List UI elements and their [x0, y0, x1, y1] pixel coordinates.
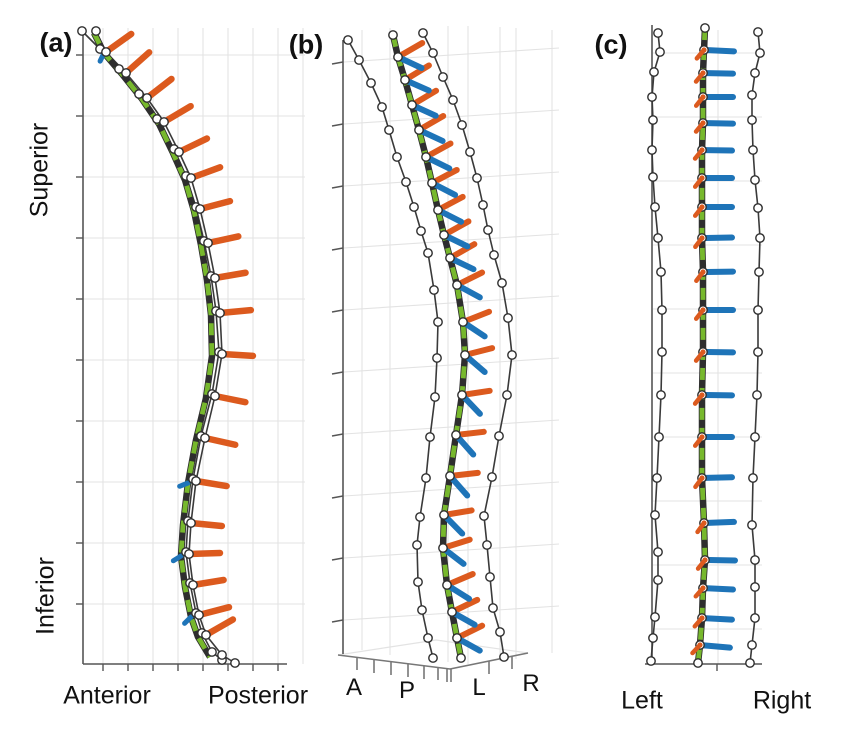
x-axis-label-left: Left: [621, 686, 663, 715]
panel-a-plot: [76, 26, 305, 671]
panel-a-label: (a): [39, 27, 73, 58]
axis-tick-label-r: R: [522, 670, 540, 697]
x-axis-label-anterior: Anterior: [63, 681, 151, 710]
y-axis-label-superior: Superior: [25, 122, 54, 218]
panel-b-label: (b): [288, 29, 324, 60]
panel-c-plot: [645, 23, 765, 671]
panel-b-plot: [331, 26, 560, 682]
x-axis-label-posterior: Posterior: [207, 681, 309, 710]
panel-c-label: (c): [594, 29, 628, 60]
x-axis-label-right: Right: [752, 686, 812, 715]
axis-tick-label-l: L: [472, 674, 486, 701]
axis-tick-label-p: P: [398, 677, 416, 704]
axis-tick-label-a: A: [345, 674, 363, 701]
y-axis-label-inferior: Inferior: [31, 557, 60, 635]
